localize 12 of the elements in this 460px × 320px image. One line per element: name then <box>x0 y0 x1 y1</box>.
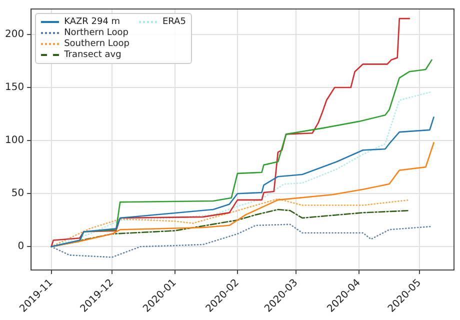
legend-label: ERA5 <box>162 17 186 27</box>
legend-label: Northern Loop <box>64 28 128 38</box>
legend-label: Southern Loop <box>64 39 130 49</box>
y-tick-label: 200 <box>4 29 24 40</box>
y-tick-label: 100 <box>4 135 24 146</box>
y-tick-label: 50 <box>11 188 24 200</box>
line-series <box>50 224 432 258</box>
y-tick-label: 0 <box>18 241 24 252</box>
legend-label: Transect avg <box>64 50 122 60</box>
line-series <box>50 198 410 248</box>
legend-label: KAZR 294 m <box>64 17 120 27</box>
y-tick-label: 150 <box>4 82 24 94</box>
